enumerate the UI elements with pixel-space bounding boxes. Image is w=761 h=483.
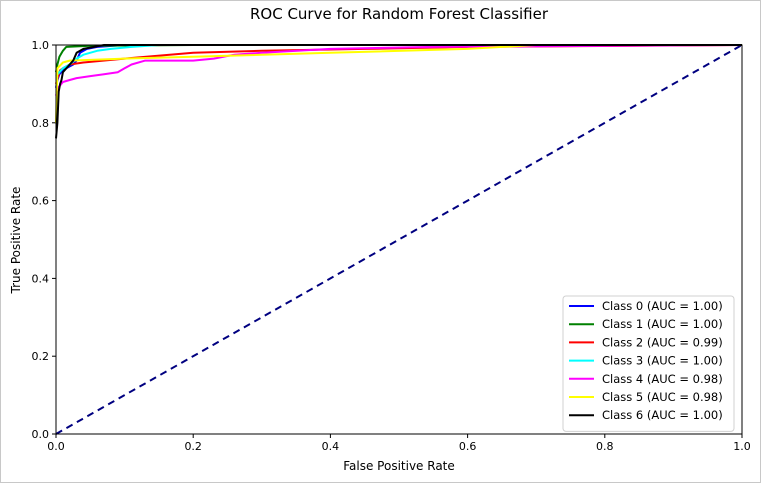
legend-label-class-3: Class 3 (AUC = 1.00) [602,354,723,368]
x-axis-label: False Positive Rate [343,459,455,473]
legend-label-class-2: Class 2 (AUC = 0.99) [602,335,723,349]
x-tick-label: 0.6 [459,440,477,453]
y-tick-label: 1.0 [32,39,50,52]
y-tick-label: 0.2 [32,350,50,363]
y-tick-label: 0.4 [32,272,50,285]
roc-curve-class-3 [55,44,742,77]
plot-border [55,44,743,435]
legend-label-class-1: Class 1 (AUC = 1.00) [602,317,723,331]
chart-title: ROC Curve for Random Forest Classifier [250,5,549,23]
x-tick-label: 1.0 [733,440,751,453]
y-axis-label: True Positive Rate [9,187,23,295]
legend-label-class-6: Class 6 (AUC = 1.00) [602,408,723,422]
roc-curve-class-6 [55,44,742,139]
roc-curve-class-4 [55,44,743,96]
x-tick-label: 0.2 [184,440,202,453]
y-tick-label: 0.6 [32,195,50,208]
x-tick-label: 0.0 [47,440,65,453]
legend-label-class-5: Class 5 (AUC = 0.98) [602,390,723,404]
legend-label-class-4: Class 4 (AUC = 0.98) [602,372,723,386]
y-tick-label: 0.0 [32,428,50,441]
roc-curve-class-5 [55,44,742,123]
x-tick-label: 0.8 [596,440,614,453]
legend-label-class-0: Class 0 (AUC = 1.00) [602,299,723,313]
y-tick-label: 0.8 [32,117,50,130]
x-tick-label: 0.4 [322,440,340,453]
legend-box [562,295,735,432]
